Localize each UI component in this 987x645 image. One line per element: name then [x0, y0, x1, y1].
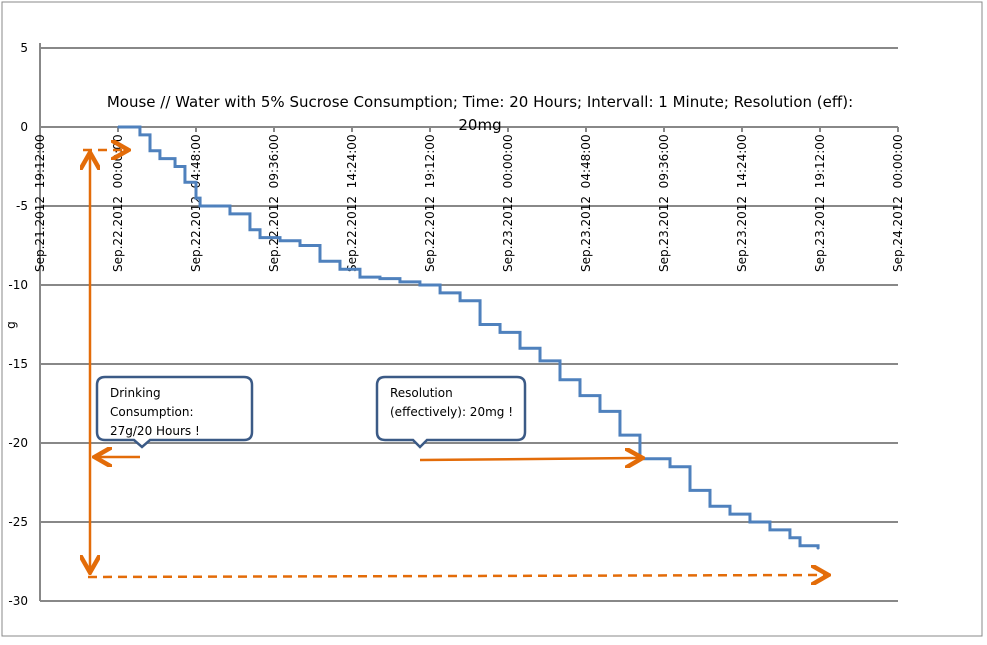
data-point: [184, 181, 186, 184]
y-tick-label: -10: [8, 278, 28, 292]
data-point: [539, 360, 541, 362]
y-tick-label: 5: [20, 41, 28, 55]
x-tick-label: Sep.22.2012 04:48:00: [189, 134, 203, 272]
data-point: [149, 149, 151, 152]
data-point: [749, 521, 751, 523]
annotation-resolution: Resolution (effectively): 20mg !: [380, 378, 525, 428]
annotation-line: Resolution: [390, 386, 453, 400]
data-point: [249, 228, 251, 231]
annotation-line: 27g/20 Hours !: [110, 424, 200, 438]
data-point: [214, 205, 216, 207]
x-tick-label: Sep.21.2012 19:12:00: [33, 134, 47, 272]
data-point: [174, 165, 176, 168]
y-axis-label: g: [4, 321, 18, 329]
data-point: [379, 277, 381, 280]
x-tick-label: Sep.22.2012 19:12:00: [423, 134, 437, 272]
data-point: [273, 236, 275, 239]
data-point: [619, 434, 621, 436]
data-point: [129, 126, 131, 128]
data-point: [419, 284, 421, 286]
data-point: [559, 379, 561, 381]
y-tick-label: -25: [8, 515, 28, 529]
data-point: [351, 268, 353, 271]
y-tick-label: -15: [8, 357, 28, 371]
x-tick-label: Sep.22.2012 09:36:00: [267, 134, 281, 272]
data-point: [299, 244, 301, 247]
end-level-dashed-arrow: [87, 575, 826, 577]
annotation-line: (effectively): 20mg !: [390, 405, 514, 419]
callout-bubble-consumption: [95, 375, 254, 449]
y-tick-label: -30: [8, 594, 28, 608]
data-point: [439, 292, 441, 294]
data-point: [117, 126, 119, 128]
x-tick-label: Sep.22.2012 00:00:00: [111, 134, 125, 272]
data-point: [399, 281, 401, 283]
callout-arrow-right: [419, 458, 640, 460]
annotation-line: Consumption:: [110, 405, 194, 419]
data-point: [159, 157, 161, 160]
annotation-consumption: Drinking Consumption: 27g/20 Hours !: [100, 378, 250, 447]
x-tick-label: Sep.24.2012 00:00:00: [891, 134, 905, 272]
data-point: [319, 260, 321, 263]
x-tick-label: Sep.23.2012 09:36:00: [657, 134, 671, 272]
data-point: [789, 537, 791, 539]
data-point: [339, 268, 341, 271]
x-tick-label: Sep.23.2012 19:12:00: [813, 134, 827, 272]
data-point: [459, 300, 461, 302]
x-tick-label: Sep.23.2012 14:24:00: [735, 134, 749, 272]
chart-title-line-2: 20mg: [458, 116, 501, 134]
chart-title-line-1: Mouse // Water with 5% Sucrose Consumpti…: [107, 93, 853, 111]
data-point: [519, 347, 521, 350]
data-point: [259, 236, 261, 239]
callout-bubble-resolution: [375, 375, 527, 449]
annotation-line: Drinking: [110, 386, 161, 400]
data-point: [499, 331, 501, 334]
data-point: [139, 134, 141, 136]
data-point: [599, 410, 601, 413]
data-point: [479, 323, 481, 326]
data-point: [359, 276, 361, 278]
data-point: [229, 213, 231, 215]
data-point: [195, 197, 197, 199]
data-point: [199, 205, 201, 207]
data-point: [769, 529, 771, 531]
x-tick-label: Sep.23.2012 00:00:00: [501, 134, 515, 272]
data-point: [689, 489, 691, 492]
y-tick-label: 0: [20, 120, 28, 134]
data-point: [659, 458, 661, 460]
data-point: [579, 394, 581, 397]
y-tick-label: -20: [8, 436, 28, 450]
y-tick-label: -5: [16, 199, 28, 213]
data-point: [799, 544, 801, 547]
series-line-consumption: [118, 125, 820, 549]
x-tick-label: Sep.22.2012 14:24:00: [345, 134, 359, 272]
data-point: [279, 239, 281, 242]
data-point: [729, 513, 731, 515]
data-point: [817, 548, 819, 550]
data-point: [709, 505, 711, 508]
x-tick-label: Sep.23.2012 04:48:00: [579, 134, 593, 272]
data-point: [669, 465, 671, 468]
